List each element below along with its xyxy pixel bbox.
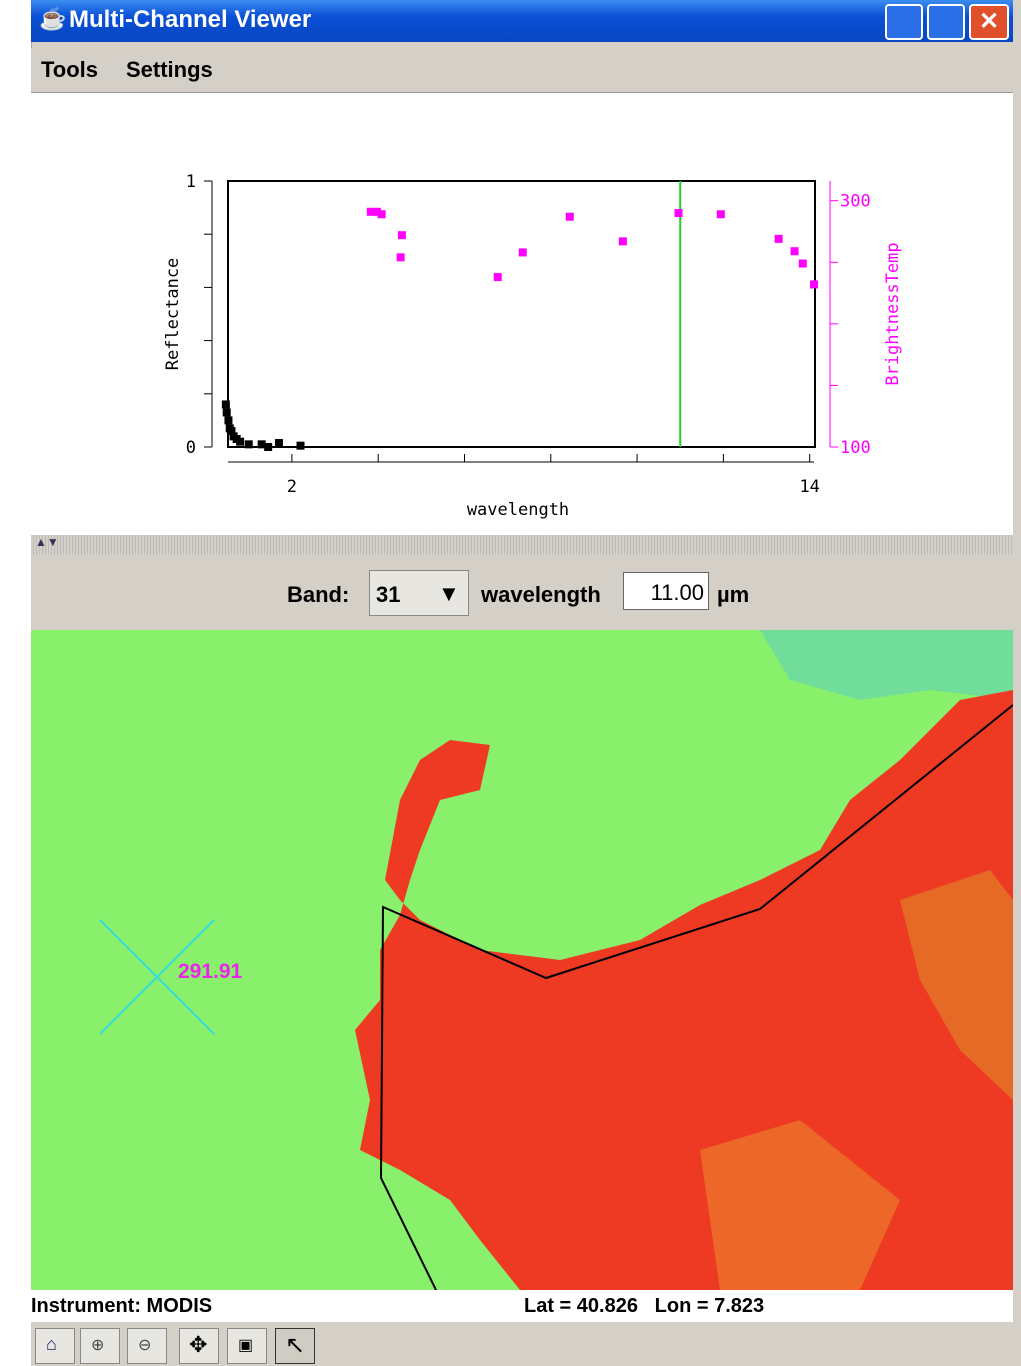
x-tick-label: 14 bbox=[799, 477, 819, 497]
data-point bbox=[296, 441, 305, 450]
map-view: 291.91 bbox=[31, 630, 1013, 1290]
data-point bbox=[810, 280, 818, 289]
data-point bbox=[236, 437, 245, 446]
dropdown-arrow: ▼ bbox=[438, 581, 460, 606]
chart-panel: 2 14 wavelength 0 1 100 300 Reflectance Brightne… bbox=[31, 93, 1013, 535]
spectrum-chart: 2 14 wavelength 0 1 100 300 Reflectance Brightne… bbox=[163, 172, 903, 520]
data-point bbox=[518, 248, 527, 257]
data-point bbox=[372, 207, 381, 216]
minimize-button[interactable] bbox=[885, 4, 923, 40]
data-point bbox=[274, 439, 283, 448]
data-point bbox=[716, 210, 725, 219]
land-patch bbox=[900, 870, 1013, 1100]
close-button[interactable]: ✕ bbox=[969, 4, 1009, 40]
band-label: Band: bbox=[287, 582, 350, 607]
menu-item[interactable]: Tools bbox=[41, 57, 99, 82]
band-controls: Band: 31 ▼ wavelength 11.00 µm bbox=[31, 555, 1013, 630]
zoom-in-button[interactable]: ⊕ bbox=[80, 1328, 120, 1364]
data-point bbox=[221, 400, 230, 409]
data-point bbox=[493, 273, 502, 282]
band-value: 31 bbox=[376, 582, 401, 607]
y2-axis-label: BrightnessTemp bbox=[883, 242, 903, 385]
pointer-button[interactable]: ↖ bbox=[275, 1328, 315, 1364]
splitter-arrows[interactable]: ▲▼ bbox=[35, 535, 59, 549]
data-point bbox=[222, 408, 231, 417]
data-point bbox=[224, 416, 233, 425]
toolbar: ⌂ ⊕ ⊖ ✥ ▣ ↖ bbox=[31, 1322, 1013, 1366]
app-icon: ☕ bbox=[39, 6, 67, 31]
y-tick-label: 0 bbox=[186, 438, 196, 458]
boundary bbox=[379, 704, 1013, 1290]
plot-frame bbox=[227, 180, 816, 448]
menu-bar: Tools Settings bbox=[31, 48, 1013, 93]
home-button[interactable]: ⌂ bbox=[35, 1328, 75, 1364]
unit-label: µm bbox=[717, 582, 750, 607]
title-bar: ☕ Multi-Channel Viewer ✕ bbox=[31, 0, 1013, 42]
cool-area bbox=[760, 630, 1013, 700]
data-point bbox=[790, 247, 799, 256]
x-tick-label: 2 bbox=[287, 477, 297, 497]
splitter[interactable]: ▲▼ bbox=[31, 535, 1013, 555]
land bbox=[355, 690, 1013, 1290]
y2-tick-label: 100 bbox=[840, 438, 871, 458]
y-axis-label: Reflectance bbox=[163, 258, 183, 371]
data-point bbox=[377, 210, 386, 219]
status-bar: Instrument: MODIS Lat = 40.826 Lon = 7.8… bbox=[31, 1290, 1013, 1322]
menu-item[interactable]: Settings bbox=[126, 57, 213, 82]
wavelength-label: wavelength bbox=[481, 582, 601, 607]
land-patch bbox=[700, 1120, 900, 1290]
data-point bbox=[397, 231, 406, 240]
data-point bbox=[674, 209, 683, 218]
probe-cross[interactable] bbox=[99, 919, 215, 1035]
zoom-out-button[interactable]: ⊖ bbox=[127, 1328, 167, 1364]
data-point bbox=[264, 443, 273, 451]
data-point bbox=[244, 440, 253, 449]
y2-tick-label: 300 bbox=[840, 192, 871, 212]
band-select[interactable]: 31 ▼ bbox=[369, 570, 469, 616]
data-point bbox=[565, 212, 574, 221]
data-point bbox=[618, 237, 627, 246]
y-tick-label: 1 bbox=[186, 172, 196, 192]
window-title: Multi-Channel Viewer bbox=[69, 6, 312, 33]
data-point bbox=[257, 440, 266, 449]
maximize-button[interactable] bbox=[927, 4, 965, 40]
data-point bbox=[227, 427, 236, 436]
location: Lat = 40.826 Lon = 7.823 bbox=[524, 1295, 765, 1317]
data-point bbox=[798, 259, 807, 268]
x-axis-label: wavelength bbox=[467, 500, 569, 520]
instrument: Instrument: MODIS bbox=[31, 1295, 213, 1317]
select-button[interactable]: ▣ bbox=[227, 1328, 267, 1364]
data-point bbox=[774, 234, 783, 243]
wavelength-input[interactable]: 11.00 bbox=[623, 572, 709, 610]
data-point bbox=[366, 207, 375, 216]
data-point bbox=[396, 253, 405, 262]
wavelength-value: 11.00 bbox=[650, 580, 704, 605]
probe-value: 291.91 bbox=[178, 960, 243, 983]
pan-button[interactable]: ✥ bbox=[179, 1328, 219, 1364]
